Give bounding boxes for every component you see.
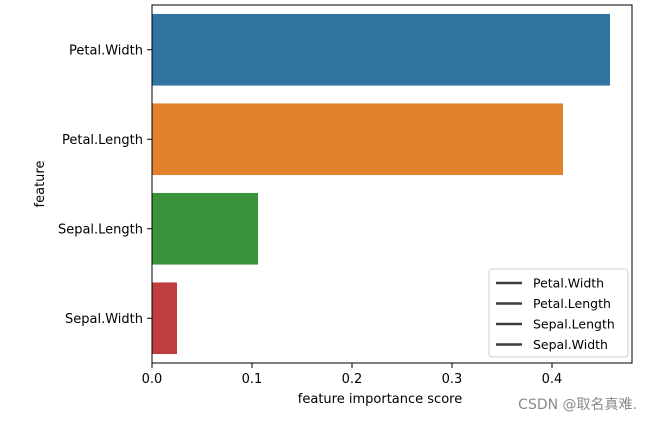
x-tick-label: 0.3: [442, 372, 463, 387]
bar-petal-width: [152, 13, 610, 86]
y-tick-label: Petal.Length: [62, 133, 143, 148]
y-tick-label: Sepal.Length: [58, 222, 143, 237]
x-axis-label: feature importance score: [298, 392, 462, 407]
bar-sepal-length: [152, 192, 258, 265]
y-tick-label: Sepal.Width: [65, 312, 143, 327]
legend-label: Sepal.Width: [533, 337, 608, 352]
x-tick-label: 0.2: [342, 372, 363, 387]
x-tick-label: 0.0: [142, 372, 163, 387]
bars-layer: [152, 13, 610, 355]
y-axis-label: feature: [33, 161, 48, 208]
x-tick-label: 0.1: [242, 372, 263, 387]
bar-sepal-width: [152, 282, 177, 355]
legend-label: Petal.Length: [533, 296, 611, 311]
watermark-text: CSDN @取名真难.: [518, 397, 637, 413]
x-tick-label: 0.4: [542, 372, 563, 387]
plot-frame: [151, 4, 633, 364]
bar-petal-length: [152, 103, 563, 176]
axes-layer: Petal.Width Petal.Length Sepal.Length Sepal…: [33, 4, 633, 407]
legend-box: [488, 268, 629, 358]
legend-label: Sepal.Length: [533, 317, 615, 332]
legend-layer: Petal.Width Petal.Length Sepal.Length Sepal…: [488, 268, 629, 358]
y-tick-label: Petal.Width: [69, 43, 143, 58]
legend-label: Petal.Width: [533, 276, 604, 291]
